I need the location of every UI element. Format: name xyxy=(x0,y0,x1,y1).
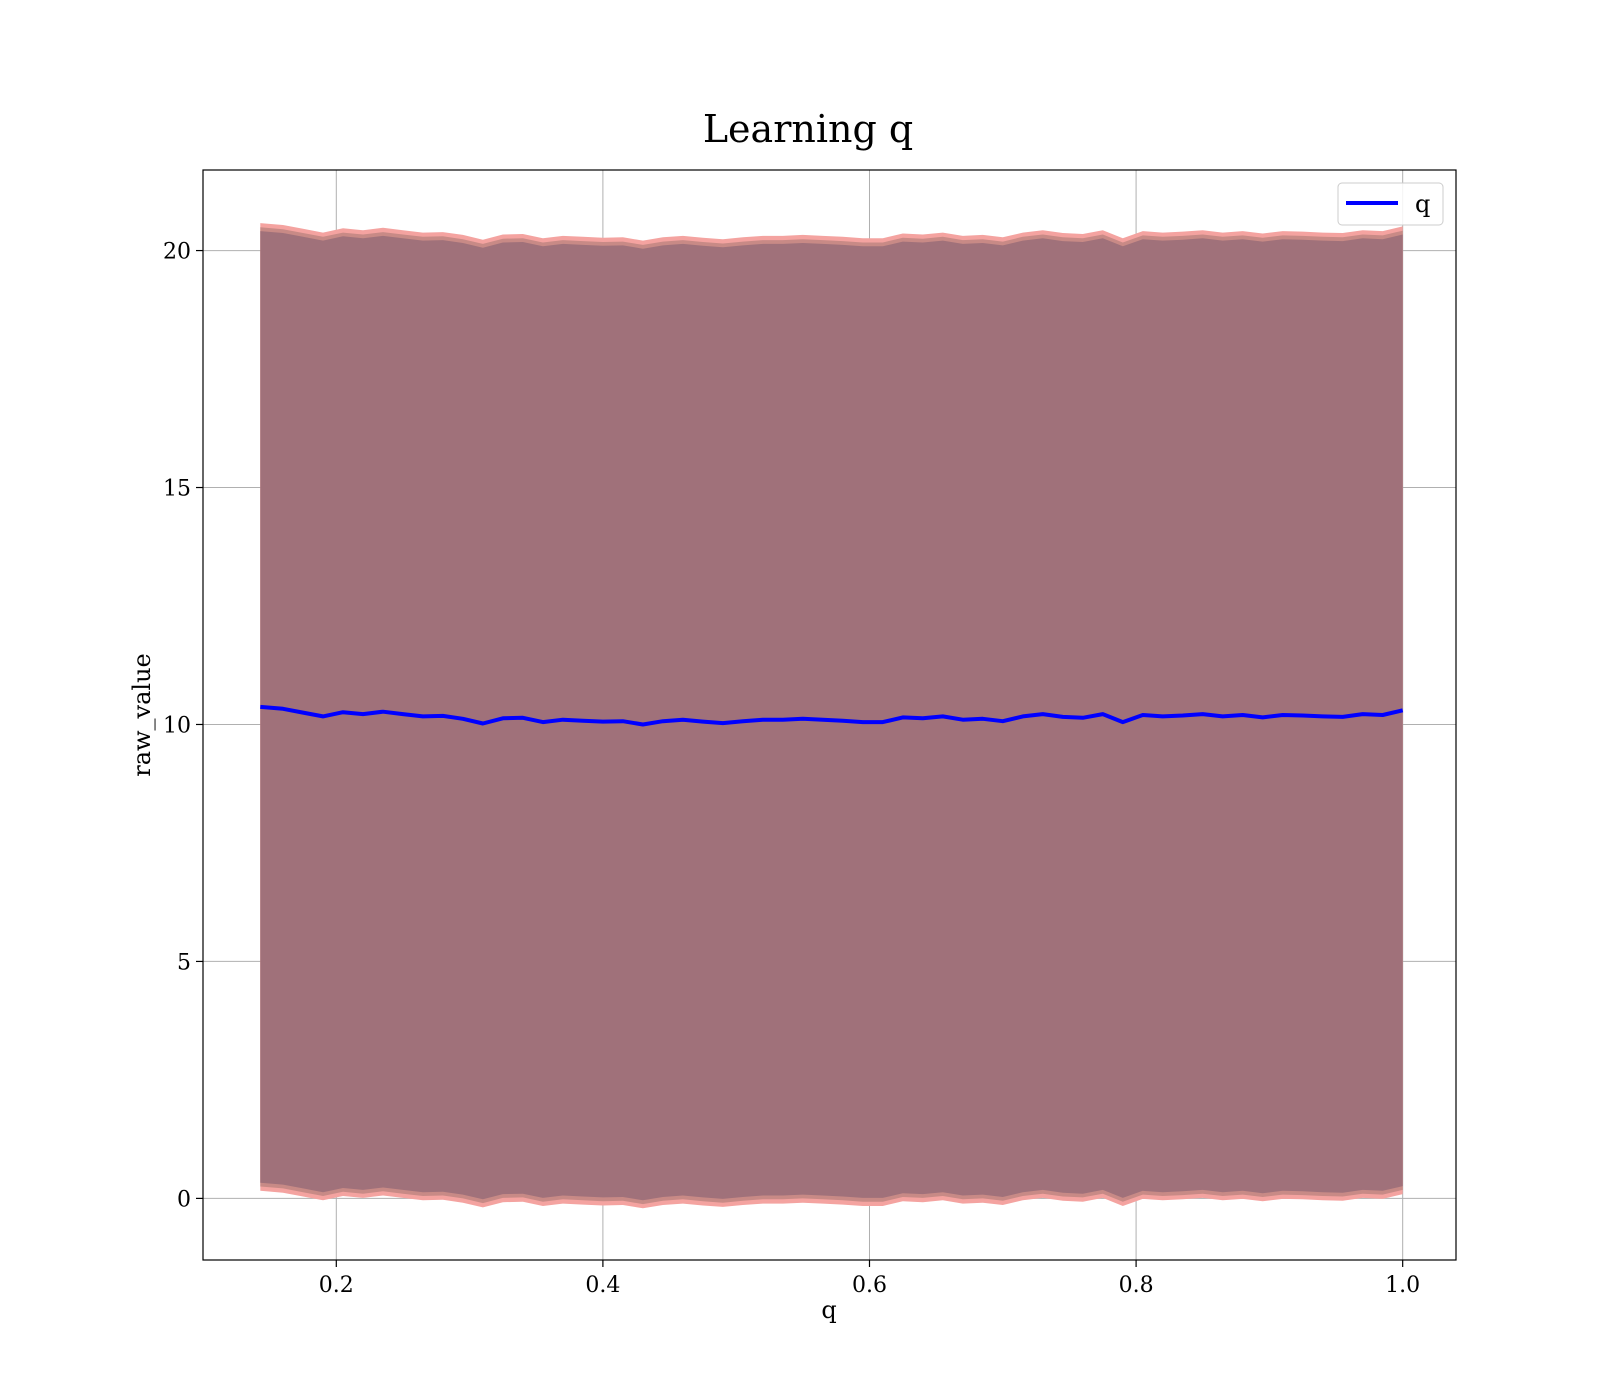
y-axis-label: raw_value xyxy=(128,653,156,777)
confidence-band xyxy=(260,223,1403,1209)
x-tick-label: 0.8 xyxy=(1119,1273,1154,1298)
legend: q xyxy=(1337,182,1444,226)
band-inner xyxy=(260,231,1403,1201)
y-tick-label: 15 xyxy=(163,477,191,502)
y-axis-ticks: 0 5 10 15 20 xyxy=(163,240,203,1212)
y-tick-label: 20 xyxy=(163,240,191,265)
series-lines xyxy=(260,704,1404,727)
series-line-q xyxy=(260,704,1404,727)
x-tick-label: 0.6 xyxy=(852,1273,887,1298)
x-tick-label: 0.2 xyxy=(319,1273,354,1298)
plot-area-frame xyxy=(202,169,1457,1261)
legend-label-q: q xyxy=(1415,190,1430,218)
chart-title: Learning q xyxy=(703,107,913,151)
y-tick-label: 5 xyxy=(177,950,191,975)
y-tick-label: 10 xyxy=(163,713,191,738)
x-tick-label: 1.0 xyxy=(1385,1273,1420,1298)
x-axis-label: q xyxy=(821,1296,836,1324)
x-tick-label: 0.4 xyxy=(585,1273,620,1298)
y-tick-label: 0 xyxy=(177,1187,191,1212)
x-axis-ticks: 0.2 0.4 0.6 0.8 1.0 xyxy=(319,1260,1420,1298)
